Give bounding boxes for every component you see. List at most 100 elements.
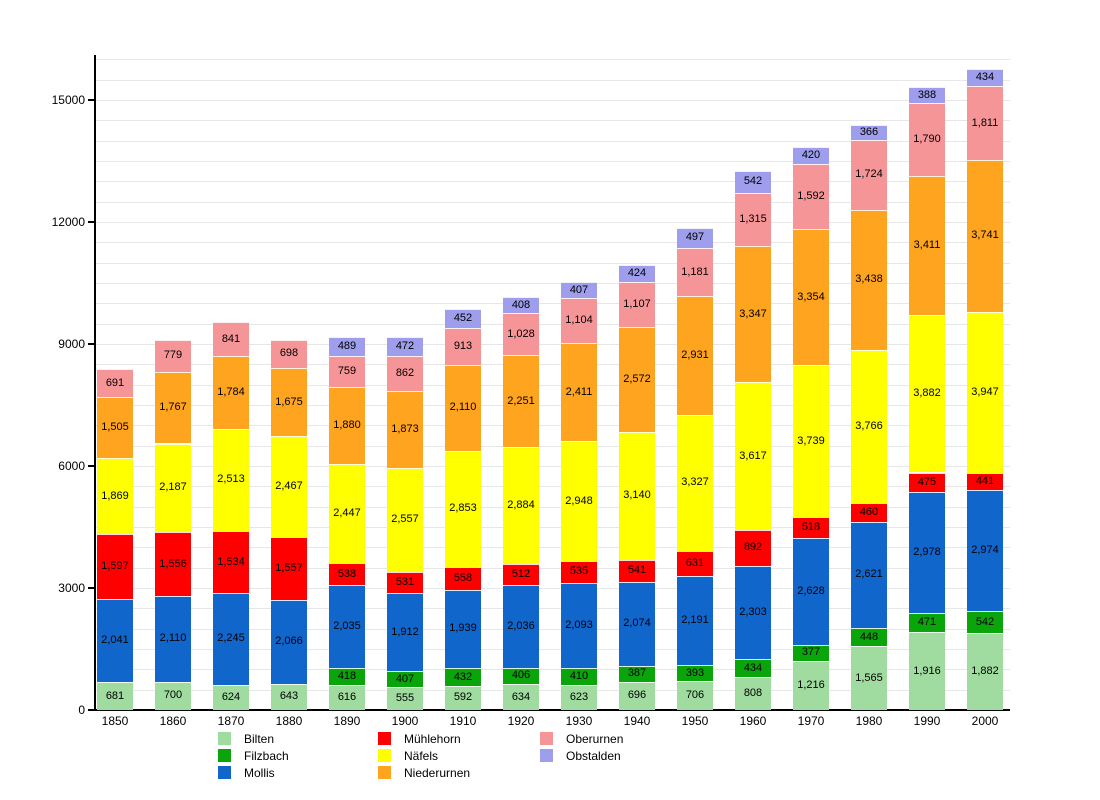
bar-segment-niederurnen [967, 159, 1003, 313]
bar-value-label: 3,947 [971, 386, 999, 398]
bar-segment-näfels [677, 415, 713, 551]
grid-line [95, 568, 1010, 569]
x-axis-tick-label: 1930 [565, 714, 593, 728]
bar-segment-niederurnen [677, 296, 713, 416]
bar-segment-bilten [213, 684, 249, 710]
bar-segment-bilten [387, 687, 423, 710]
bar-value-label: 3,741 [971, 229, 999, 241]
bar-segment-bilten [97, 682, 133, 710]
bar-value-label: 366 [859, 126, 879, 138]
bar-segment-oberurnen [213, 321, 249, 357]
legend-label-bilten: Bilten [244, 732, 275, 746]
bar-segment-mollis [155, 595, 191, 682]
bar-segment-bilten [155, 681, 191, 710]
x-axis-tick-label: 1970 [797, 714, 825, 728]
bar-segment-niederurnen [735, 246, 771, 383]
bar-segment-niederurnen [329, 387, 365, 464]
bar-value-label: 542 [743, 175, 763, 187]
bar-segment-niederurnen [619, 327, 655, 432]
bar-segment-mollis [851, 521, 887, 629]
bar-value-label: 2,245 [217, 632, 245, 644]
bar-segment-niederurnen [793, 228, 829, 366]
bar-segment-mühlehorn [213, 530, 249, 594]
bar-segment-mollis [619, 581, 655, 666]
bar-segment-filzbach [735, 659, 771, 678]
bar-value-label: 2,036 [507, 620, 535, 632]
bar-value-label: 535 [569, 565, 589, 577]
bar-value-label: 424 [627, 267, 647, 279]
x-axis-tick-label: 1860 [159, 714, 187, 728]
bar-value-label: 862 [395, 367, 415, 379]
bar-value-label: 1,557 [275, 562, 303, 574]
bar-segment-oberurnen [619, 282, 655, 328]
bar-value-label: 1,790 [913, 133, 941, 145]
grid-line [95, 690, 1010, 691]
grid-line [95, 507, 1010, 508]
bar-value-label: 1,107 [623, 298, 651, 310]
bar-value-label: 2,948 [565, 495, 593, 507]
grid-line [95, 80, 1010, 81]
bar-value-label: 616 [337, 691, 357, 703]
bar-segment-mollis [793, 538, 829, 646]
bar-segment-bilten [503, 684, 539, 710]
x-axis-tick-label: 2000 [971, 714, 999, 728]
bar-segment-oberurnen [967, 86, 1003, 160]
bar-value-label: 420 [801, 149, 821, 161]
bar-value-label: 2,628 [797, 585, 825, 597]
bar-segment-näfels [793, 365, 829, 518]
x-axis-tick-label: 1910 [449, 714, 477, 728]
grid-line [95, 527, 1010, 528]
bar-segment-näfels [503, 446, 539, 565]
bar-segment-obstalden [503, 296, 539, 314]
bar-value-label: 538 [337, 568, 357, 580]
bar-segment-oberurnen [851, 139, 887, 210]
grid-line [95, 242, 1010, 243]
grid-line [95, 202, 1010, 203]
bar-segment-mollis [677, 576, 713, 666]
x-axis-tick-label: 1990 [913, 714, 941, 728]
bar-segment-mühlehorn [271, 536, 307, 600]
grid-line [95, 59, 1010, 60]
bar-value-label: 1,811 [971, 117, 999, 129]
bar-segment-filzbach [329, 667, 365, 685]
bar-segment-niederurnen [445, 364, 481, 451]
bar-segment-filzbach [967, 611, 1003, 634]
y-axis-tick [88, 221, 94, 223]
grid-line [95, 405, 1010, 406]
bar-segment-bilten [909, 632, 945, 710]
bar-segment-oberurnen [155, 339, 191, 372]
bar-value-label: 1,675 [275, 396, 303, 408]
bar-value-label: 387 [627, 667, 647, 679]
bar-segment-bilten [735, 677, 771, 710]
bar-segment-näfels [97, 458, 133, 535]
grid-line [95, 283, 1010, 284]
x-axis-line [94, 709, 1010, 711]
bar-segment-bilten [561, 684, 597, 710]
bar-segment-obstalden [329, 336, 365, 357]
bar-value-label: 3,617 [739, 450, 767, 462]
bar-value-label: 2,467 [275, 480, 303, 492]
bar-value-label: 2,557 [391, 513, 419, 525]
bar-segment-mühlehorn [967, 472, 1003, 491]
bar-segment-bilten [967, 633, 1003, 710]
bar-segment-mühlehorn [619, 559, 655, 582]
grid-line [95, 629, 1010, 630]
bar-segment-mollis [97, 599, 133, 683]
bar-segment-obstalden [735, 170, 771, 193]
legend-swatch-mühlehorn [378, 732, 391, 745]
legend-swatch-obstalden [540, 749, 553, 762]
bar-segment-oberurnen [271, 339, 307, 369]
bar-value-label: 1,939 [449, 622, 477, 634]
bar-segment-oberurnen [329, 356, 365, 388]
grid-line [95, 385, 1010, 386]
bar-segment-bilten [619, 681, 655, 710]
grid-line [95, 364, 1010, 365]
y-axis-tick [88, 709, 94, 711]
legend-label-näfels: Näfels [404, 749, 439, 763]
grid-line [95, 547, 1010, 548]
bar-segment-bilten [851, 646, 887, 710]
bar-value-label: 542 [975, 616, 995, 628]
bar-value-label: 1,724 [855, 168, 883, 180]
bar-value-label: 558 [453, 572, 473, 584]
